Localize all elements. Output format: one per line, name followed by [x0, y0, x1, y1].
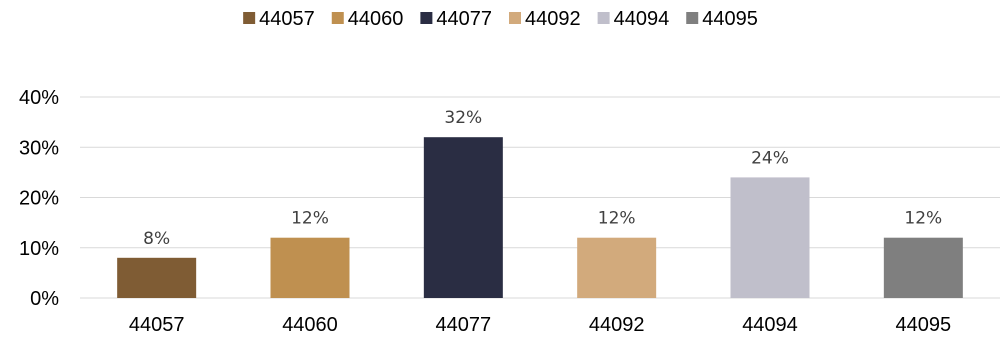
legend-swatch	[686, 12, 699, 24]
x-tick-label: 44095	[896, 314, 952, 336]
legend: 44057 44060 44077 44092 44094 44095	[243, 8, 758, 30]
x-tick-label: 44060	[282, 314, 338, 336]
y-tick-label: 0%	[30, 288, 59, 310]
y-axis-tick-labels: 0% 10% 20% 30% 40%	[19, 87, 59, 310]
data-labels: 8% 12% 32% 12% 24% 12%	[143, 108, 942, 249]
x-axis-tick-labels: 44057 44060 44077 44092 44094 44095	[129, 314, 951, 336]
x-tick-label: 44057	[129, 314, 185, 336]
bar-44060	[270, 237, 350, 298]
x-tick-label: 44094	[742, 314, 798, 336]
bar-44057	[117, 257, 197, 298]
bar-44094	[730, 177, 810, 298]
y-tick-label: 40%	[19, 87, 59, 109]
bars	[117, 137, 963, 298]
data-label: 12%	[291, 209, 329, 229]
y-tick-label: 10%	[19, 238, 59, 260]
y-tick-label: 30%	[19, 137, 59, 159]
legend-label: 44057	[259, 8, 315, 30]
data-label: 24%	[751, 148, 789, 168]
legend-swatch	[243, 12, 256, 24]
legend-swatch	[509, 12, 521, 24]
legend-swatch	[597, 12, 610, 24]
x-tick-label: 44077	[436, 314, 492, 336]
x-tick-label: 44092	[589, 314, 645, 336]
legend-swatch	[331, 12, 344, 24]
legend-label: 44060	[348, 8, 404, 30]
legend-label: 44077	[436, 8, 492, 30]
data-label: 12%	[598, 209, 636, 229]
bar-44077	[423, 137, 503, 298]
gridlines	[80, 96, 1000, 299]
bar-44092	[577, 237, 657, 298]
bar-44095	[883, 237, 963, 298]
legend-label: 44095	[702, 8, 758, 30]
data-label: 32%	[444, 108, 482, 128]
data-label: 12%	[904, 209, 942, 229]
data-label: 8%	[143, 229, 170, 249]
legend-label: 44094	[614, 8, 670, 30]
legend-label: 44092	[525, 8, 581, 30]
legend-swatch	[420, 12, 433, 24]
y-tick-label: 20%	[19, 188, 59, 210]
